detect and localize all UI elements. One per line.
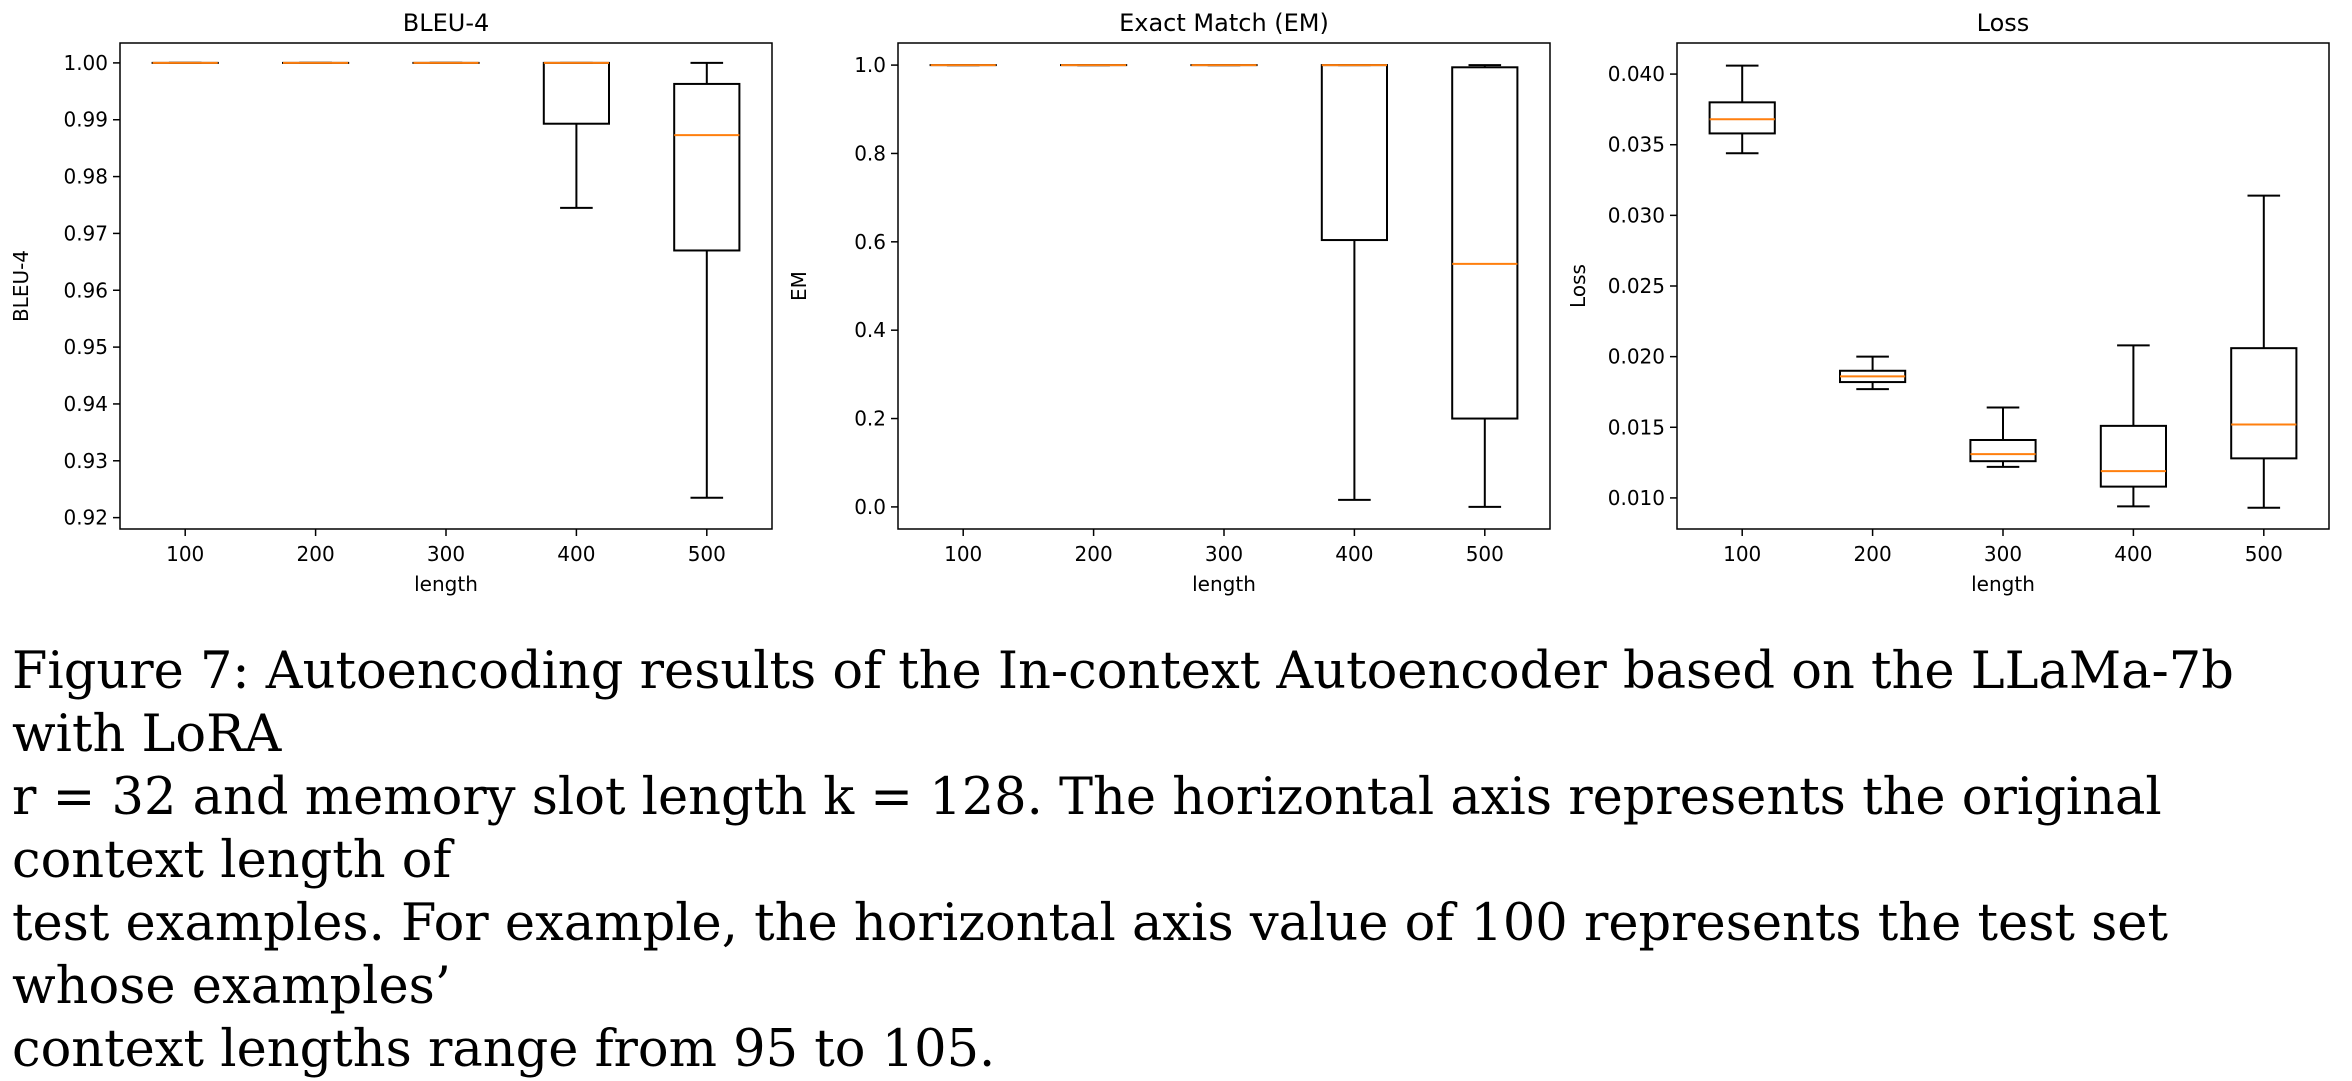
x-tick-label: 100 — [1723, 542, 1761, 566]
y-tick-label: 0.8 — [854, 141, 886, 165]
figure-charts: BLEU-4 0.92 0.93 0.94 0.95 0.96 0.97 0.98 0.99 1.… — [0, 0, 2352, 620]
box-100 — [1710, 66, 1775, 154]
y-tick-label: 0.94 — [63, 392, 108, 416]
y-tick-label: 0.98 — [63, 165, 108, 189]
box-body — [1452, 67, 1517, 418]
box-500 — [1452, 65, 1517, 507]
box-500 — [2231, 196, 2296, 508]
y-tick-label: 0.010 — [1608, 486, 1665, 510]
y-tick-label: 0.040 — [1608, 62, 1665, 86]
y-tick-label: 0.030 — [1608, 203, 1665, 227]
y-tick-label: 1.0 — [854, 53, 886, 77]
caption-line: test examples. For example, the horizont… — [12, 892, 2342, 1018]
y-tick-label: 0.0 — [854, 495, 886, 519]
y-tick-label: 0.92 — [63, 506, 108, 530]
y-tick-label: 0.2 — [854, 407, 886, 431]
box-400 — [2101, 345, 2166, 506]
y-tick-label: 0.6 — [854, 230, 886, 254]
caption-line: r = 32 and memory slot length k = 128. T… — [12, 766, 2342, 892]
box-body — [2101, 426, 2166, 487]
x-tick-label: 100 — [944, 542, 982, 566]
box-body — [1970, 440, 2035, 461]
chart-panel-2: Exact Match (EM) 0.0 0.2 0.4 0.6 0.8 1.0 EM 100 2… — [787, 9, 1550, 596]
y-tick-label: 0.93 — [63, 449, 108, 473]
x-tick-label: 200 — [1854, 542, 1892, 566]
chart-title: Loss — [1977, 9, 2030, 37]
box-body — [544, 63, 609, 124]
box-500 — [674, 63, 739, 498]
y-tick-label: 0.97 — [63, 221, 108, 245]
x-tick-label: 300 — [1205, 542, 1243, 566]
x-tick-label: 400 — [557, 542, 595, 566]
x-tick-label: 200 — [297, 542, 335, 566]
x-tick-label: 400 — [2114, 542, 2152, 566]
y-tick-label: 0.035 — [1608, 133, 1665, 157]
box-400 — [1322, 65, 1387, 500]
x-tick-label: 500 — [2245, 542, 2283, 566]
y-tick-label: 0.020 — [1608, 345, 1665, 369]
box-300 — [1970, 408, 2035, 467]
y-tick-label: 0.95 — [63, 335, 108, 359]
figure-caption: Figure 7: Autoencoding results of the In… — [12, 640, 2342, 1081]
y-axis-label: EM — [787, 271, 811, 301]
caption-line: context lengths range from 95 to 105. — [12, 1018, 2342, 1081]
x-axis-label: length — [1192, 572, 1256, 596]
x-axis-label: length — [1971, 572, 2035, 596]
box-200 — [1840, 357, 1905, 389]
x-tick-label: 300 — [1984, 542, 2022, 566]
x-tick-label: 400 — [1335, 542, 1373, 566]
box-body — [674, 84, 739, 251]
box-body — [1710, 102, 1775, 133]
y-axis-label: Loss — [1566, 264, 1590, 308]
chart-panel-3: Loss 0.010 0.015 0.020 0.025 0.030 0.035 0.040 L… — [1566, 9, 2329, 596]
y-axis-label: BLEU-4 — [9, 250, 33, 322]
x-tick-label: 100 — [166, 542, 204, 566]
chart-panel-1: BLEU-4 0.92 0.93 0.94 0.95 0.96 0.97 0.98 0.99 1.… — [9, 9, 772, 596]
y-tick-label: 0.99 — [63, 108, 108, 132]
caption-line: Figure 7: Autoencoding results of the In… — [12, 640, 2342, 766]
x-axis-label: length — [414, 572, 478, 596]
y-tick-label: 0.025 — [1608, 274, 1665, 298]
x-tick-label: 500 — [1466, 542, 1504, 566]
y-tick-label: 0.015 — [1608, 415, 1665, 439]
y-tick-label: 0.4 — [854, 318, 886, 342]
chart-title: BLEU-4 — [403, 9, 490, 37]
box-body — [1322, 65, 1387, 240]
chart-title: Exact Match (EM) — [1119, 9, 1329, 37]
x-tick-label: 300 — [427, 542, 465, 566]
box-400 — [544, 63, 609, 208]
box-body — [2231, 348, 2296, 458]
x-tick-label: 200 — [1075, 542, 1113, 566]
x-tick-label: 500 — [688, 542, 726, 566]
y-tick-label: 1.00 — [63, 51, 108, 75]
y-tick-label: 0.96 — [63, 278, 108, 302]
